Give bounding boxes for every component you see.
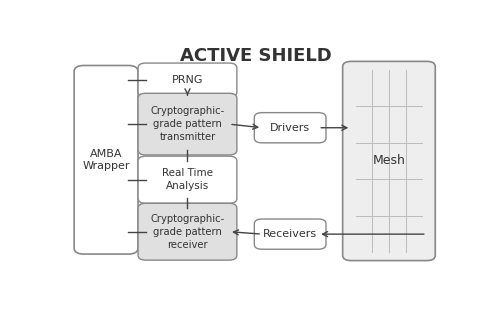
FancyBboxPatch shape bbox=[74, 66, 138, 254]
FancyBboxPatch shape bbox=[58, 35, 455, 283]
FancyBboxPatch shape bbox=[254, 219, 326, 249]
FancyBboxPatch shape bbox=[138, 203, 237, 260]
Text: Real Time
Analysis: Real Time Analysis bbox=[162, 168, 213, 191]
FancyBboxPatch shape bbox=[254, 113, 326, 143]
Text: PRNG: PRNG bbox=[172, 75, 203, 85]
Text: Mesh: Mesh bbox=[372, 154, 406, 167]
Text: AMBA
Wrapper: AMBA Wrapper bbox=[82, 149, 130, 171]
Text: ACTIVE SHIELD: ACTIVE SHIELD bbox=[180, 47, 332, 65]
Text: Receivers: Receivers bbox=[263, 229, 317, 239]
Text: Cryptographic-
grade pattern
transmitter: Cryptographic- grade pattern transmitter bbox=[150, 106, 224, 142]
Text: Drivers: Drivers bbox=[270, 123, 310, 133]
FancyBboxPatch shape bbox=[138, 93, 237, 155]
FancyBboxPatch shape bbox=[138, 156, 237, 203]
FancyBboxPatch shape bbox=[138, 63, 237, 97]
FancyBboxPatch shape bbox=[342, 61, 436, 261]
Text: Cryptographic-
grade pattern
receiver: Cryptographic- grade pattern receiver bbox=[150, 214, 224, 250]
